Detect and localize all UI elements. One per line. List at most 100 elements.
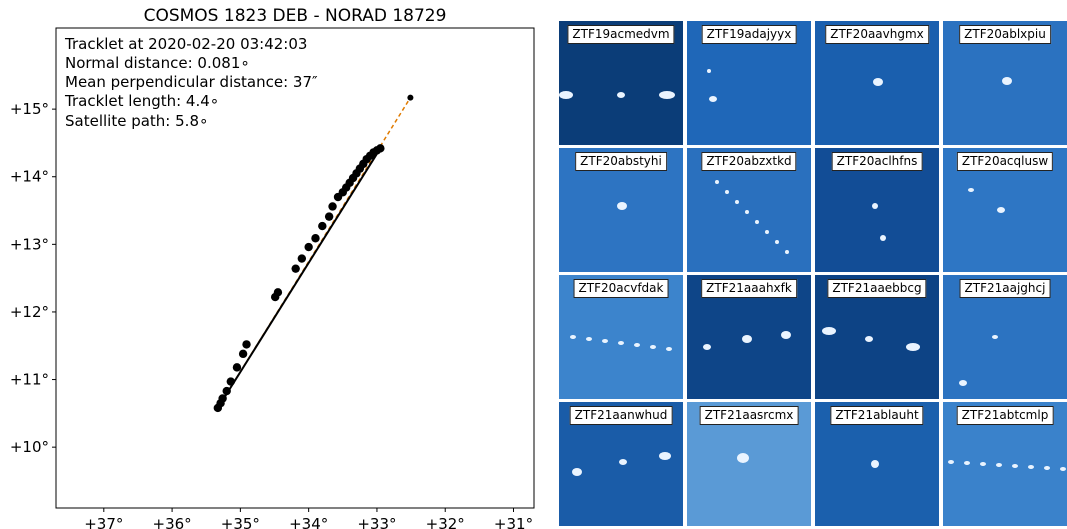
tracklet-point [273,288,283,297]
cutout-image: ZTF20aavhgmx [815,21,939,145]
source-blob [559,91,573,99]
source-blob [775,240,779,244]
x-tick-label: +36° [153,515,192,529]
source-blob [602,339,608,343]
source-blob [1002,77,1012,85]
y-tick-label: +12° [10,303,49,321]
cutout-image: ZTF20ablxpiu [943,21,1067,145]
source-blob [765,230,769,234]
source-blob [617,92,625,98]
source-blob [871,460,879,468]
y-tick-label: +13° [10,235,49,253]
source-blob [997,207,1005,213]
source-blob [906,343,920,351]
cutout-label: ZTF21aajghcj [959,279,1051,298]
source-blob [781,331,791,339]
source-blob [634,343,640,347]
annotation-tracklet-length: Tracklet length: 4.4∘ [64,92,219,110]
y-tick-label: +14° [10,168,49,186]
cutout-label: ZTF21ablauht [830,406,924,425]
sky-plot: COSMOS 1823 DEB - NORAD 18729 Tracklet a… [10,6,535,529]
source-blob [992,335,998,339]
x-axis-ticks: +37° +36° +35° +34° +33° +32° +31° [84,508,533,529]
tracklet-point [242,340,251,349]
source-blob [737,453,749,463]
cutout-image: ZTF19adajyyx [687,21,811,145]
tracklet-point [232,363,242,372]
source-blob [709,96,717,102]
x-tick-label: +35° [221,515,260,529]
source-blob [659,452,671,460]
chart-title: COSMOS 1823 DEB - NORAD 18729 [144,6,447,26]
cutout-sources [572,452,671,476]
cutout-image: ZTF21aaahxfk [687,275,811,399]
cutout-image: ZTF21aajghcj [943,275,1067,399]
cutout-sources [948,460,1066,471]
cutout-image: ZTF21aanwhud [559,402,683,526]
source-blob [666,347,672,351]
source-blob [959,380,967,386]
source-blob [650,345,656,349]
source-blob [617,202,627,210]
y-tick-label: +10° [10,438,49,456]
source-blob [745,210,749,214]
cutout-label: ZTF20aclhfns [831,152,923,171]
source-blob [1060,467,1066,471]
source-blob [755,220,759,224]
source-blob [703,344,711,350]
source-blob [964,461,970,465]
cutout-sources [968,188,1005,213]
cutout-sources [871,460,879,468]
source-blob [980,462,986,466]
cutout-sources [707,69,717,102]
source-blob [865,336,873,342]
tracklet-point [318,221,327,231]
source-blob [1044,466,1050,470]
source-blob [1012,464,1018,468]
annotation-normal-distance: Normal distance: 0.081∘ [65,54,250,72]
cutout-label: ZTF20abstyhi [575,152,667,171]
tracklet-point [222,386,231,396]
source-blob [968,188,974,192]
cutout-label: ZTF20acvfdak [573,279,669,298]
path-end-marker [407,94,414,101]
cutout-sources [737,453,749,463]
source-blob [880,235,886,241]
annotation-tracklet-time: Tracklet at 2020-02-20 03:42:03 [64,35,307,53]
source-blob [715,180,719,184]
cutout-image: ZTF19acmedvm [559,21,683,145]
source-blob [725,190,729,194]
y-tick-label: +11° [10,371,49,389]
cutout-sources [822,327,920,351]
cutout-label: ZTF21abtcmlp [956,406,1054,425]
source-blob [742,335,752,343]
x-tick-label: +33° [357,515,396,529]
cutout-image: ZTF20abzxtkd [687,148,811,272]
cutout-sources [703,331,791,350]
source-blob [822,327,836,335]
cutout-image: ZTF21aasrcmx [687,402,811,526]
tracklet-line [216,147,382,409]
cutout-sources [570,335,672,351]
x-tick-label: +32° [426,515,465,529]
source-blob [873,78,883,86]
tracklet-point [328,202,337,211]
x-tick-label: +34° [289,515,328,529]
x-tick-label: +37° [84,515,123,529]
cutout-sources [873,78,883,86]
tracklet-point [311,234,320,243]
cutout-grid: ZTF19acmedvm ZTF19adajyyx ZTF20aavhgmx ZTF2… [559,21,1067,526]
cutout-label: ZTF21aanwhud [569,406,673,425]
source-blob [785,250,789,254]
annotation-box: Tracklet at 2020-02-20 03:42:03 Normal d… [64,35,318,130]
tracklet-series [213,94,414,413]
cutout-label: ZTF19adajyyx [701,25,797,44]
x-tick-label: +31° [494,515,533,529]
source-blob [735,200,739,204]
source-blob [948,460,954,464]
cutout-label: ZTF20acqlusw [956,152,1054,171]
cutout-label: ZTF19acmedvm [567,25,675,44]
tracklet-point [297,254,307,263]
source-blob [619,459,627,465]
cutout-label: ZTF20aavhgmx [825,25,929,44]
